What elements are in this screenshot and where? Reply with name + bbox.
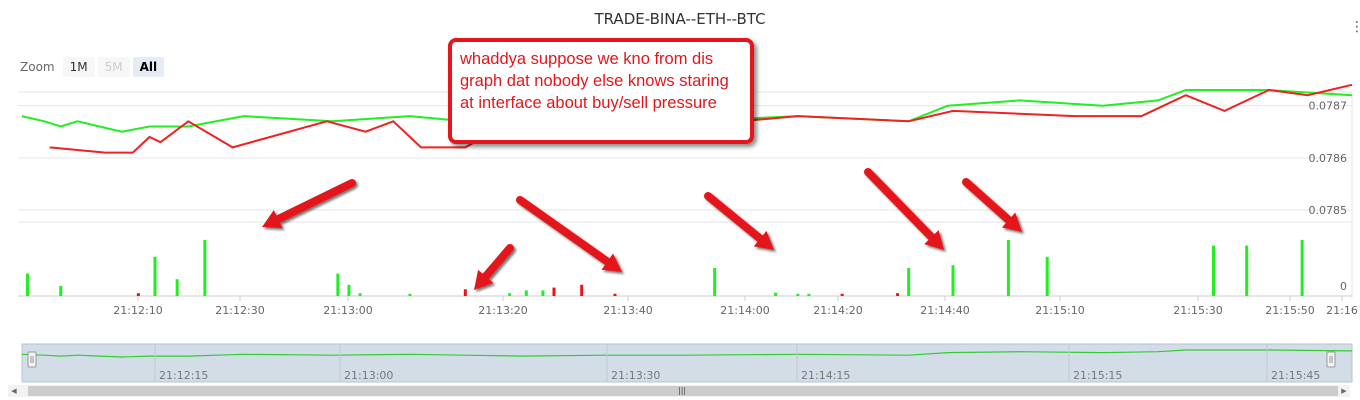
- navigator-window: [21, 343, 1353, 383]
- annotation-arrow: [262, 179, 356, 229]
- buy-volume-bar: [1245, 245, 1249, 296]
- buy-volume-bar: [774, 292, 778, 296]
- buy-volume-bar: [26, 273, 30, 296]
- scroll-left-arrow-icon[interactable]: ◀: [11, 387, 17, 395]
- arrow-head: [1001, 212, 1022, 232]
- price-tick-label: 0.0786: [1309, 152, 1348, 165]
- arrow-shaft: [481, 244, 514, 281]
- arrow-shaft: [704, 192, 765, 243]
- buy-volume-bar: [508, 293, 512, 296]
- annotation-arrow: [474, 244, 514, 290]
- sell-volume-bar: [463, 289, 467, 296]
- navigator-tick-label: 21:13:30: [611, 369, 660, 382]
- scroll-right-arrow-icon[interactable]: ▶: [1341, 387, 1347, 395]
- buy-volume-bar: [951, 265, 955, 296]
- price-grid: [18, 91, 1353, 298]
- arrow-head: [924, 230, 944, 250]
- arrow-shaft: [962, 178, 1013, 225]
- x-tick-label: 21:15:50: [1265, 304, 1314, 317]
- arrow-head: [753, 230, 774, 250]
- x-tick-label: 21:12:10: [113, 304, 162, 317]
- annotation-arrow: [704, 192, 774, 250]
- volume-tick-label: 0: [1340, 280, 1347, 293]
- scroll-grip-icon: |||: [678, 386, 687, 395]
- navigator-tick-label: 21:15:45: [1271, 369, 1320, 382]
- x-tick-label: 21:13:20: [478, 304, 527, 317]
- buy-volume-bar: [713, 268, 717, 296]
- handle-body: [27, 351, 37, 368]
- price-axis: 0.0785 0.0786 0.0787 0: [1309, 100, 1348, 293]
- context-menu-icon[interactable]: ⋮: [1350, 19, 1360, 35]
- x-tick-label: 21:16: [1326, 304, 1358, 317]
- annotation-arrow: [516, 196, 622, 272]
- sell-volume-bar: [580, 284, 584, 296]
- navigator-line: [21, 349, 1353, 358]
- sell-volume-bar: [840, 293, 844, 296]
- buy-volume-bar: [524, 290, 528, 296]
- x-tick-label: 21:13:40: [603, 304, 652, 317]
- x-axis: 21:12:10 21:12:30 21:13:00 21:13:20 21:13:40…: [113, 296, 1358, 317]
- sell-volume-bar: [613, 293, 617, 296]
- x-tick-label: 21:14:40: [920, 304, 969, 317]
- annotation-arrow: [864, 168, 944, 250]
- buy-volume-bar: [541, 290, 545, 296]
- zoom-label: Zoom: [20, 60, 55, 74]
- buy-volume-bar: [1300, 240, 1304, 296]
- navigator-left-handle: [27, 351, 37, 368]
- x-tick-label: 21:15:10: [1035, 304, 1084, 317]
- navigator-scrollbar[interactable]: ◀ ||| ▶: [8, 385, 1350, 397]
- zoom-5m-button: 5M: [97, 57, 130, 77]
- annotation-arrows: [262, 168, 1022, 290]
- buy-volume-bar: [358, 293, 362, 296]
- x-tick-label: 21:15:30: [1173, 304, 1222, 317]
- handle-body: [1326, 351, 1336, 368]
- navigator-right-handle: [1326, 351, 1336, 368]
- arrow-shaft: [864, 168, 936, 242]
- navigator-tick-label: 21:15:15: [1073, 369, 1122, 382]
- navigator-tick-label: 21:12:15: [159, 369, 208, 382]
- buy-volume-bar: [153, 256, 157, 296]
- zoom-1m-button[interactable]: 1M: [62, 57, 95, 77]
- buy-volume-bar: [175, 279, 179, 296]
- sell-volume-bar: [896, 293, 900, 296]
- zoom-selector: Zoom 1M 5M All: [20, 57, 167, 77]
- x-tick-label: 21:14:20: [813, 304, 862, 317]
- buy-volume-bar: [807, 293, 811, 296]
- navigator-tick-label: 21:13:00: [344, 369, 393, 382]
- sell-volume-bar: [552, 287, 556, 296]
- x-tick-label: 21:13:00: [323, 304, 372, 317]
- arrow-head: [262, 210, 283, 229]
- scroll-thumb[interactable]: |||: [28, 386, 1338, 396]
- price-tick-label: 0.0787: [1309, 100, 1348, 113]
- x-tick-label: 21:14:00: [720, 304, 769, 317]
- buy-volume-bar: [1006, 240, 1010, 296]
- arrow-shaft: [274, 179, 356, 224]
- navigator: 21:12:15 21:13:00 21:13:30 21:14:15 21:15:15…: [21, 343, 1353, 383]
- buy-volume-bar: [59, 285, 63, 296]
- chart-title: TRADE-BINA--ETH--BTC: [594, 10, 766, 28]
- buy-volume-bar: [347, 284, 351, 296]
- zoom-all-button[interactable]: All: [132, 57, 165, 77]
- buy-volume-bar: [907, 268, 911, 296]
- annotation-callout: whaddya suppose we kno from dis graph da…: [448, 38, 754, 144]
- arrow-head: [601, 253, 622, 272]
- sell-volume-bar: [136, 293, 140, 296]
- buy-volume-bar: [408, 293, 412, 296]
- buy-volume-bar: [336, 273, 340, 296]
- navigator-tick-label: 21:14:15: [801, 369, 850, 382]
- volume-bars: [26, 240, 1304, 296]
- buy-volume-bar: [203, 240, 207, 296]
- buy-volume-bar: [1045, 256, 1049, 296]
- x-tick-label: 21:12:30: [215, 304, 264, 317]
- annotation-arrow: [962, 178, 1022, 232]
- price-tick-label: 0.0785: [1309, 204, 1348, 217]
- arrow-shaft: [516, 196, 612, 266]
- buy-volume-bar: [1211, 245, 1215, 296]
- buy-volume-bar: [796, 293, 800, 296]
- arrow-head: [474, 269, 494, 290]
